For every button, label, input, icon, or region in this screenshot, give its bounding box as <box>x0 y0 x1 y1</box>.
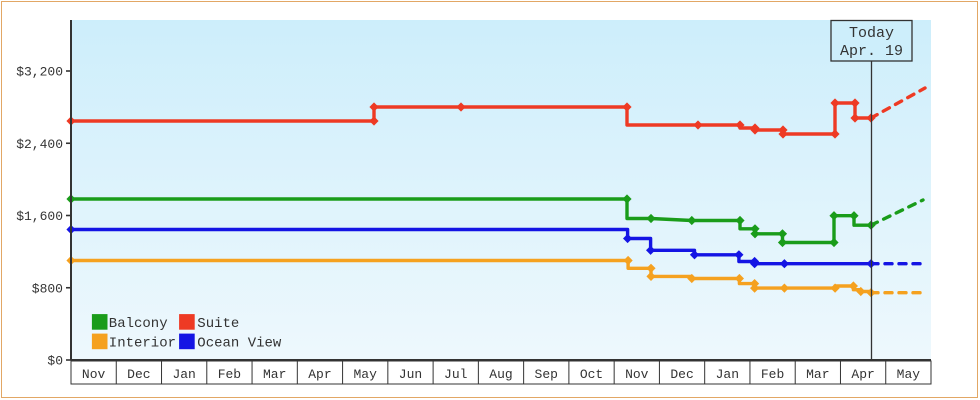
svg-text:Suite: Suite <box>197 316 239 332</box>
svg-text:Interior: Interior <box>109 336 176 352</box>
svg-text:Nov: Nov <box>625 367 649 382</box>
svg-text:Mar: Mar <box>806 367 829 382</box>
svg-text:$1,600: $1,600 <box>16 209 63 224</box>
svg-text:Ocean View: Ocean View <box>197 336 282 352</box>
svg-text:Apr: Apr <box>851 367 874 382</box>
svg-text:$0: $0 <box>47 354 63 369</box>
svg-text:Jun: Jun <box>399 367 422 382</box>
svg-text:Apr. 19: Apr. 19 <box>840 43 903 60</box>
svg-text:Feb: Feb <box>761 367 784 382</box>
svg-text:Dec: Dec <box>127 367 150 382</box>
svg-text:Feb: Feb <box>218 367 241 382</box>
svg-text:Jan: Jan <box>172 367 195 382</box>
svg-text:Dec: Dec <box>670 367 693 382</box>
svg-text:Balcony: Balcony <box>109 316 168 332</box>
svg-text:$2,400: $2,400 <box>16 137 63 152</box>
svg-text:Sep: Sep <box>535 367 558 382</box>
svg-text:May: May <box>897 367 921 382</box>
svg-text:Mar: Mar <box>263 367 286 382</box>
svg-text:Aug: Aug <box>489 367 512 382</box>
svg-text:Apr: Apr <box>308 367 331 382</box>
svg-text:Oct: Oct <box>580 367 603 382</box>
svg-text:$800: $800 <box>32 281 63 296</box>
svg-text:Jul: Jul <box>444 367 468 382</box>
svg-text:May: May <box>354 367 378 382</box>
svg-text:$3,200: $3,200 <box>16 65 63 80</box>
svg-text:Nov: Nov <box>82 367 106 382</box>
svg-text:Jan: Jan <box>716 367 739 382</box>
svg-text:Today: Today <box>849 25 894 42</box>
